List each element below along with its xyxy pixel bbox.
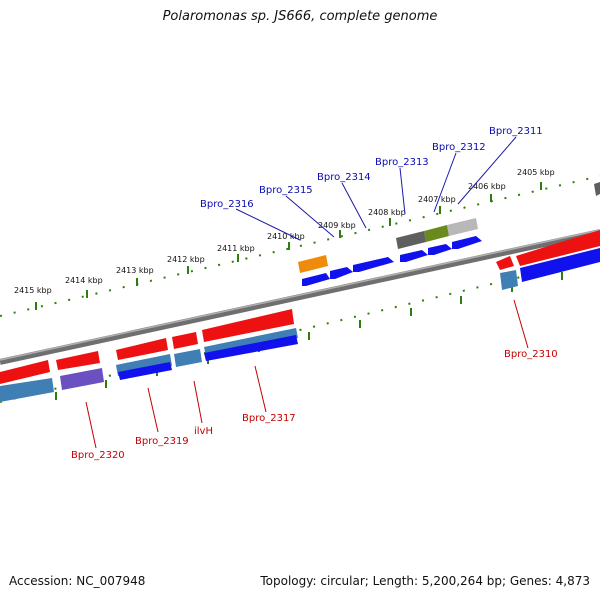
gene-arrow-blue xyxy=(428,244,452,255)
kbp-label: 2413 kbp xyxy=(116,266,154,275)
gene-feature-silver xyxy=(447,218,478,236)
kbp-label: 2405 kbp xyxy=(517,168,555,177)
gene-features-upper xyxy=(298,182,600,286)
kbp-label: 2409 kbp xyxy=(318,221,356,230)
gene-label[interactable]: Bpro_2316 xyxy=(200,199,254,210)
genome-summary-text: Topology: circular; Length: 5,200,264 bp… xyxy=(260,574,590,588)
gene-label[interactable]: Bpro_2310 xyxy=(504,349,558,360)
kbp-label: 2412 kbp xyxy=(167,255,205,264)
gene-label[interactable]: Bpro_2320 xyxy=(71,450,125,461)
gene-arrow-red xyxy=(202,309,294,342)
gene-arrow-blue xyxy=(353,257,394,272)
leader-lines-lower xyxy=(85,299,529,449)
major-ticks-upper xyxy=(35,182,542,310)
kbp-label: 2410 kbp xyxy=(267,232,305,241)
gene-arrow-red xyxy=(496,256,514,270)
gene-arrow-red xyxy=(0,360,50,384)
accession-text: Accession: NC_007948 xyxy=(9,574,146,588)
genome-backbone-highlight xyxy=(0,229,600,361)
map-title: Polaromonas sp. JS666, complete genome xyxy=(162,9,438,24)
tick-track-lower xyxy=(0,257,600,403)
gene-arrow-blue xyxy=(400,250,428,262)
tick-track-upper xyxy=(0,175,600,317)
gene-feature-gray xyxy=(396,231,426,249)
gene-arrow-red xyxy=(56,351,100,370)
gene-arrow-blue xyxy=(452,236,482,249)
gene-bar-steelblue xyxy=(174,349,202,367)
gene-arrow-blue xyxy=(330,267,353,279)
kbp-label: 2407 kbp xyxy=(418,195,456,204)
kbp-label: 2411 kbp xyxy=(217,244,255,253)
gene-label[interactable]: ilvH xyxy=(194,426,213,437)
gene-label[interactable]: Bpro_2312 xyxy=(432,142,486,153)
kbp-label: 2415 kbp xyxy=(14,286,52,295)
gene-bar-steelblue xyxy=(500,270,518,290)
gene-label[interactable]: Bpro_2315 xyxy=(259,185,313,196)
gene-arrow-blue xyxy=(520,248,600,282)
genome-backbone xyxy=(0,229,600,365)
gene-arrow-blue xyxy=(302,273,330,286)
gene-arrow-blue xyxy=(118,362,172,380)
gene-bar-steelblue xyxy=(0,378,54,402)
gene-label[interactable]: Bpro_2314 xyxy=(317,172,371,183)
leader-lines-upper xyxy=(235,136,517,241)
gene-bar-purple xyxy=(60,368,104,390)
gene-arrow-blue xyxy=(204,335,298,361)
kbp-label: 2408 kbp xyxy=(368,208,406,217)
gene-features-right xyxy=(496,230,600,290)
kbp-label: 2414 kbp xyxy=(65,276,103,285)
gene-feature-gray xyxy=(594,182,600,196)
gene-arrow-red xyxy=(172,332,198,349)
gene-feature-orange xyxy=(298,255,328,273)
gene-label[interactable]: Bpro_2317 xyxy=(242,413,296,424)
gene-feature-olive xyxy=(424,225,449,242)
gene-label[interactable]: Bpro_2313 xyxy=(375,157,429,168)
gene-arrow-red xyxy=(116,338,168,360)
gene-label[interactable]: Bpro_2319 xyxy=(135,436,189,447)
gene-label[interactable]: Bpro_2311 xyxy=(489,126,543,137)
kbp-label: 2406 kbp xyxy=(468,182,506,191)
gene-features-lower xyxy=(0,309,298,402)
gene-arrow-red xyxy=(516,230,600,266)
